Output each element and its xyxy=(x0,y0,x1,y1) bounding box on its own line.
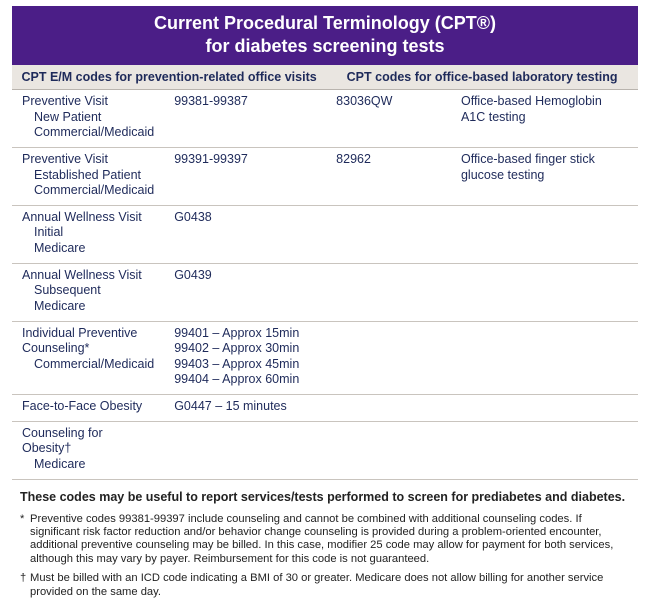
code-line: 99391-99397 xyxy=(174,152,316,168)
lab-code-cell xyxy=(326,321,451,395)
code-line: 99403 – Approx 45min xyxy=(174,357,316,373)
header-left: CPT E/M codes for prevention-related off… xyxy=(12,65,326,90)
cpt-table: CPT E/M codes for prevention-related off… xyxy=(12,65,638,480)
header-right: CPT codes for office-based laboratory te… xyxy=(326,65,638,90)
lab-code-cell xyxy=(326,263,451,321)
codes-cell: 99381-99387 xyxy=(164,90,326,148)
lab-desc-cell: Office-based finger stick glucose testin… xyxy=(451,147,638,205)
visit-sub: Subsequent xyxy=(22,283,154,299)
footnote-2: †Must be billed with an ICD code indicat… xyxy=(12,572,638,599)
footnote-1-text: Preventive codes 99381-99397 include cou… xyxy=(30,513,628,567)
table-row: Face-to-Face Obesity G0447 – 15 minutes xyxy=(12,395,638,422)
table-row: Annual Wellness VisitSubsequentMedicare G… xyxy=(12,263,638,321)
code-line: 99404 – Approx 60min xyxy=(174,372,316,388)
table-row: Counseling for Obesity†Medicare xyxy=(12,421,638,479)
footnote-1: *Preventive codes 99381-99397 include co… xyxy=(12,513,638,567)
title-line1: Current Procedural Terminology (CPT®) xyxy=(154,13,496,33)
visit-main: Counseling for Obesity† xyxy=(22,426,154,457)
visit-main: Preventive Visit xyxy=(22,152,154,168)
visit-sub: Medicare xyxy=(22,241,154,257)
lab-desc-cell xyxy=(451,421,638,479)
visit-sub: Commercial/Medicaid xyxy=(22,183,154,199)
table-row: Preventive VisitNew PatientCommercial/Me… xyxy=(12,90,638,148)
table-row: Individual Preventive Counseling*Commerc… xyxy=(12,321,638,395)
visit-sub: Commercial/Medicaid xyxy=(22,357,154,373)
codes-cell xyxy=(164,421,326,479)
visit-sub: Initial xyxy=(22,225,154,241)
title-line2: for diabetes screening tests xyxy=(205,36,444,56)
note-bold: These codes may be useful to report serv… xyxy=(20,490,630,505)
visit-sub: Medicare xyxy=(22,457,154,473)
visit-cell: Counseling for Obesity†Medicare xyxy=(12,421,164,479)
codes-cell: 99391-99397 xyxy=(164,147,326,205)
visit-cell: Preventive VisitNew PatientCommercial/Me… xyxy=(12,90,164,148)
visit-main: Individual Preventive Counseling* xyxy=(22,326,154,357)
lab-desc-cell xyxy=(451,263,638,321)
table-row: Annual Wellness VisitInitialMedicare G043… xyxy=(12,205,638,263)
lab-code-cell xyxy=(326,395,451,422)
lab-code-cell: 83036QW xyxy=(326,90,451,148)
footnote-2-mark: † xyxy=(20,572,30,585)
title-bar: Current Procedural Terminology (CPT®) fo… xyxy=(12,6,638,65)
table-row: Preventive VisitEstablished PatientComme… xyxy=(12,147,638,205)
code-line: G0447 – 15 minutes xyxy=(174,399,316,415)
visit-sub: Commercial/Medicaid xyxy=(22,125,154,141)
code-line: 99381-99387 xyxy=(174,94,316,110)
visit-cell: Preventive VisitEstablished PatientComme… xyxy=(12,147,164,205)
codes-cell: 99401 – Approx 15min99402 – Approx 30min… xyxy=(164,321,326,395)
lab-desc-cell: Office-based Hemoglobin A1C testing xyxy=(451,90,638,148)
visit-cell: Face-to-Face Obesity xyxy=(12,395,164,422)
footnote-2-text: Must be billed with an ICD code indicati… xyxy=(30,572,628,599)
visit-sub: Established Patient xyxy=(22,168,154,184)
visit-main: Annual Wellness Visit xyxy=(22,268,154,284)
codes-cell: G0439 xyxy=(164,263,326,321)
visit-cell: Annual Wellness VisitInitialMedicare xyxy=(12,205,164,263)
header-row: CPT E/M codes for prevention-related off… xyxy=(12,65,638,90)
code-line: 99401 – Approx 15min xyxy=(174,326,316,342)
codes-cell: G0438 xyxy=(164,205,326,263)
visit-cell: Annual Wellness VisitSubsequentMedicare xyxy=(12,263,164,321)
notes-section: These codes may be useful to report serv… xyxy=(12,480,638,505)
lab-desc-cell xyxy=(451,395,638,422)
visit-sub: Medicare xyxy=(22,299,154,315)
code-line: G0439 xyxy=(174,268,316,284)
visit-main: Face-to-Face Obesity xyxy=(22,399,154,415)
footnote-1-mark: * xyxy=(20,513,30,526)
lab-code-cell xyxy=(326,421,451,479)
codes-cell: G0447 – 15 minutes xyxy=(164,395,326,422)
visit-sub: New Patient xyxy=(22,110,154,126)
lab-code-cell: 82962 xyxy=(326,147,451,205)
lab-desc-cell xyxy=(451,205,638,263)
code-line: G0438 xyxy=(174,210,316,226)
visit-main: Annual Wellness Visit xyxy=(22,210,154,226)
visit-main: Preventive Visit xyxy=(22,94,154,110)
lab-desc-cell xyxy=(451,321,638,395)
lab-code-cell xyxy=(326,205,451,263)
code-line: 99402 – Approx 30min xyxy=(174,341,316,357)
visit-cell: Individual Preventive Counseling*Commerc… xyxy=(12,321,164,395)
